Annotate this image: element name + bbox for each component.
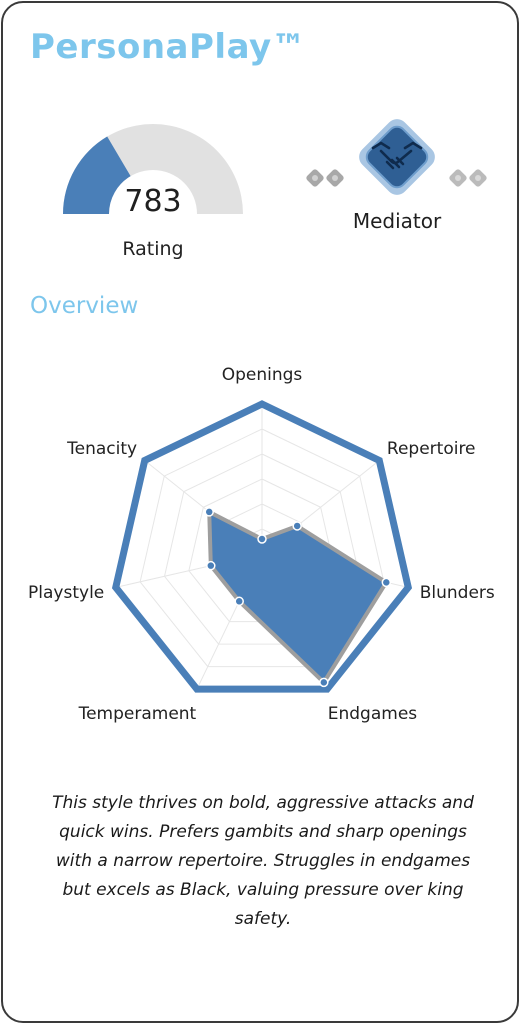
radar-axis-label: Repertoire bbox=[387, 439, 476, 459]
radar-data-point bbox=[234, 596, 244, 607]
radar-data-point bbox=[319, 677, 329, 688]
radar-axis-label: Playstyle bbox=[28, 583, 104, 603]
persona-label: Mediator bbox=[352, 209, 442, 233]
radar-data-point bbox=[204, 507, 214, 517]
next-persona-icon[interactable] bbox=[448, 168, 488, 188]
overview-description: This style thrives on bold, aggressive a… bbox=[52, 793, 474, 929]
overview-heading: Overview bbox=[30, 293, 139, 319]
persona-carousel bbox=[305, 119, 488, 195]
gauge-arc bbox=[63, 124, 243, 214]
app-title: PersonaPlay™ bbox=[30, 27, 307, 67]
radar-data-point bbox=[381, 577, 392, 588]
previous-persona-icon[interactable] bbox=[305, 168, 345, 188]
radar-data-point bbox=[206, 560, 216, 571]
radar-outer-frame bbox=[111, 400, 413, 693]
persona-badge[interactable]: Mediator bbox=[299, 107, 495, 247]
gauge-fill bbox=[63, 136, 131, 214]
radar-axis-label: Openings bbox=[222, 365, 303, 385]
radar-grid-ring bbox=[139, 428, 385, 668]
radar-data-point bbox=[257, 534, 267, 544]
radar-chart: Openings Repertoire Blunders Endgames Temper… bbox=[28, 365, 495, 724]
radar-grid-ring bbox=[163, 453, 361, 645]
rating-value: 783 bbox=[124, 184, 182, 219]
rating-label: Rating bbox=[122, 238, 184, 260]
radar-axis-label: Temperament bbox=[78, 704, 197, 724]
radar-data-area bbox=[207, 509, 389, 685]
radar-axis-label: Tenacity bbox=[66, 439, 137, 459]
radar-data-point bbox=[292, 521, 302, 531]
radar-axis-label: Endgames bbox=[328, 704, 418, 724]
handshake-icon bbox=[359, 119, 435, 195]
rating-gauge: 783 Rating bbox=[59, 108, 247, 268]
radar-axis-label: Blunders bbox=[420, 583, 495, 603]
